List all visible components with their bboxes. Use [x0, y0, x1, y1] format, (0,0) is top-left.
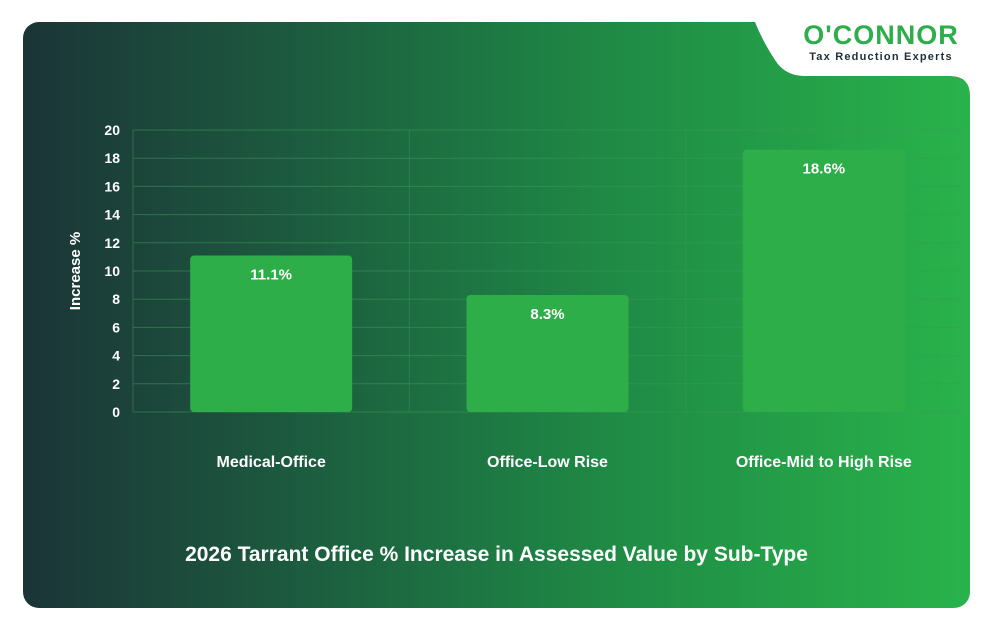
- x-category-label: Office-Low Rise: [487, 454, 608, 471]
- y-tick-label: 6: [112, 319, 120, 335]
- y-tick-label: 14: [104, 207, 120, 223]
- y-tick-label: 16: [104, 178, 120, 194]
- logo-wordmark: O'CONNOR: [803, 20, 959, 50]
- x-category-label: Office-Mid to High Rise: [736, 454, 912, 471]
- x-category-label: Medical-Office: [216, 454, 325, 471]
- brand-logo: O'CONNOR Tax Reduction Experts: [790, 20, 972, 64]
- y-tick-label: 4: [112, 348, 120, 364]
- bar-data-label: 11.1%: [250, 266, 292, 283]
- y-tick-label: 12: [104, 235, 120, 251]
- bar: [742, 149, 905, 413]
- bar: [466, 294, 629, 412]
- y-tick-label: 2: [112, 376, 120, 392]
- y-tick-label: 8: [112, 291, 120, 307]
- y-axis-label: Increase %: [67, 232, 84, 310]
- y-tick-label: 18: [104, 150, 120, 166]
- logo-tagline: Tax Reduction Experts: [809, 51, 953, 63]
- y-tick-label: 0: [112, 404, 120, 420]
- bar-data-label: 18.6%: [803, 161, 846, 178]
- bar-data-label: 8.3%: [530, 306, 564, 323]
- chart-title: 2026 Tarrant Office % Increase in Assess…: [185, 543, 808, 566]
- y-tick-label: 10: [104, 263, 120, 279]
- y-tick-label: 20: [104, 122, 120, 138]
- bar: [190, 255, 353, 412]
